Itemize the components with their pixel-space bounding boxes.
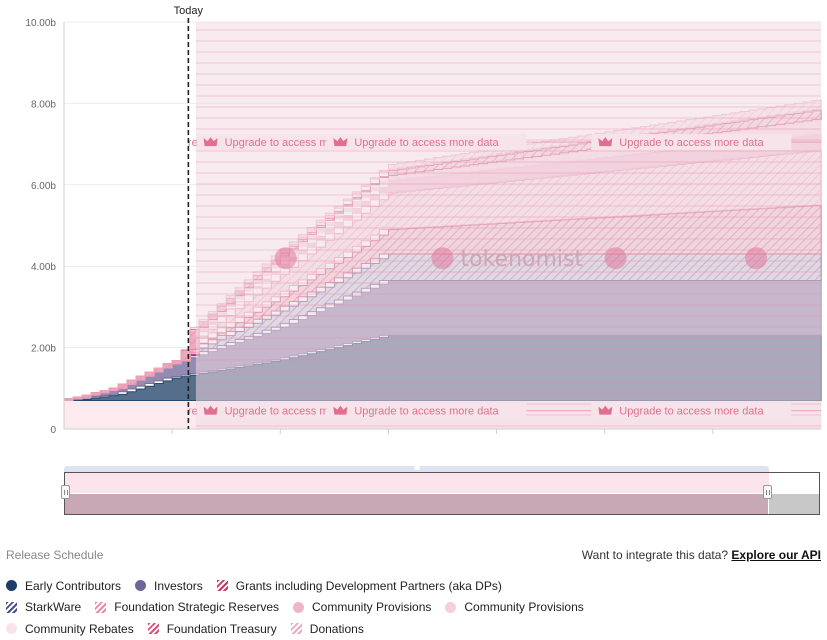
legend-row: Community Rebates Foundation Treasury Dona…	[6, 618, 821, 640]
navigator-left-handle[interactable]	[61, 485, 70, 499]
legend-label: Community Rebates	[25, 621, 134, 636]
navigator-selected-range[interactable]	[65, 494, 768, 514]
y-tick-label: 4.00b	[31, 262, 56, 273]
crown-icon[interactable]	[203, 137, 218, 147]
legend-hatch-icon	[6, 601, 17, 613]
legend-item-community-provisions-2[interactable]: Community Provisions	[445, 600, 584, 615]
release-schedule-title: Release Schedule	[6, 548, 104, 562]
legend-label: Donations	[309, 621, 364, 636]
legend-item-community-rebates[interactable]: Community Rebates	[6, 622, 134, 636]
today-marker-label: Today	[174, 5, 204, 17]
crown-icon[interactable]	[203, 405, 218, 415]
crown-icon[interactable]	[598, 405, 613, 415]
legend-label: Community Provisions	[312, 600, 432, 615]
navigator-scroll-thumb[interactable]	[414, 466, 420, 470]
watermark-text: tokenomist	[461, 247, 584, 272]
watermark-logo-icon	[604, 247, 627, 270]
navigator-preview-upper	[64, 472, 769, 493]
legend-label: Early Contributors	[25, 578, 122, 593]
legend-dot-icon	[445, 601, 457, 613]
watermark-logo-icon	[274, 247, 297, 270]
legend-hatch-icon	[216, 580, 228, 592]
legend-hatch-icon	[147, 623, 159, 635]
legend-dot-icon	[6, 623, 17, 635]
navigator-right-handle[interactable]	[763, 485, 772, 499]
crown-icon[interactable]	[333, 137, 348, 147]
legend-item-early-contributors[interactable]: Early Contributors	[6, 579, 121, 593]
premium-locked-overlay	[195, 22, 822, 429]
legend-item-starkware[interactable]: StarkWare	[6, 600, 81, 614]
y-tick-label: 0	[50, 425, 56, 436]
crown-icon[interactable]	[598, 137, 613, 147]
legend-label: Grants including Development Partners (a…	[235, 578, 502, 593]
integrate-prompt-text: Want to integrate this data?	[581, 548, 729, 562]
legend-label: Community Provisions	[464, 600, 584, 615]
upgrade-banner-bg	[326, 402, 527, 419]
watermark-logo-icon	[745, 247, 768, 270]
upgrade-banner-bg	[591, 134, 792, 151]
legend-hatch-icon	[290, 623, 302, 635]
legend-label: StarkWare	[25, 600, 82, 615]
legend-item-community-provisions-1[interactable]: Community Provisions	[293, 600, 431, 614]
navigator-track	[64, 466, 769, 472]
y-tick-label: 2.00b	[31, 344, 56, 355]
legend-dot-icon	[6, 580, 17, 592]
upgrade-banner-bg	[326, 134, 527, 151]
legend-item-investors[interactable]: Investors	[135, 579, 203, 593]
upgrade-banner-bg	[591, 402, 792, 419]
explore-api-link[interactable]: Explore our API	[731, 548, 821, 562]
upgrade-banner-text[interactable]: Upgrade to access more data	[354, 406, 499, 418]
integrate-api-prompt: Want to integrate this data? Explore our…	[582, 548, 821, 562]
legend-label: Foundation Treasury	[166, 621, 277, 636]
legend-item-grants[interactable]: Grants including Development Partners (a…	[216, 578, 502, 593]
upgrade-banner-text[interactable]: Upgrade to access more data	[354, 137, 499, 149]
y-tick-label: 8.00b	[31, 99, 56, 110]
legend-hatch-icon	[95, 601, 107, 613]
legend-label: Investors	[154, 578, 203, 593]
crown-icon[interactable]	[333, 405, 348, 415]
legend-item-foundation-treasury[interactable]: Foundation Treasury	[147, 621, 277, 636]
legend-item-foundation-strategic-reserves[interactable]: Foundation Strategic Reserves	[95, 600, 279, 614]
chart-legend: Early Contributors Investors Grants includ…	[6, 575, 821, 640]
legend-dot-icon	[135, 580, 147, 592]
legend-label: Foundation Strategic Reserves	[114, 600, 279, 615]
watermark-logo-icon	[431, 247, 454, 270]
upgrade-banner-text[interactable]: Upgrade to access more data	[619, 406, 764, 418]
upgrade-banner-text[interactable]: Upgrade to access more data	[619, 137, 764, 149]
legend-dot-icon	[293, 601, 304, 613]
y-tick-label: 10.00b	[25, 18, 56, 29]
legend-row: Early Contributors Investors Grants includ…	[6, 575, 821, 597]
range-navigator[interactable]	[61, 466, 821, 518]
legend-row: StarkWare Foundation Strategic Reserves Co…	[6, 597, 821, 619]
navigator-unselected-range	[769, 494, 819, 514]
legend-item-donations[interactable]: Donations	[290, 621, 364, 636]
y-tick-label: 6.00b	[31, 181, 56, 192]
